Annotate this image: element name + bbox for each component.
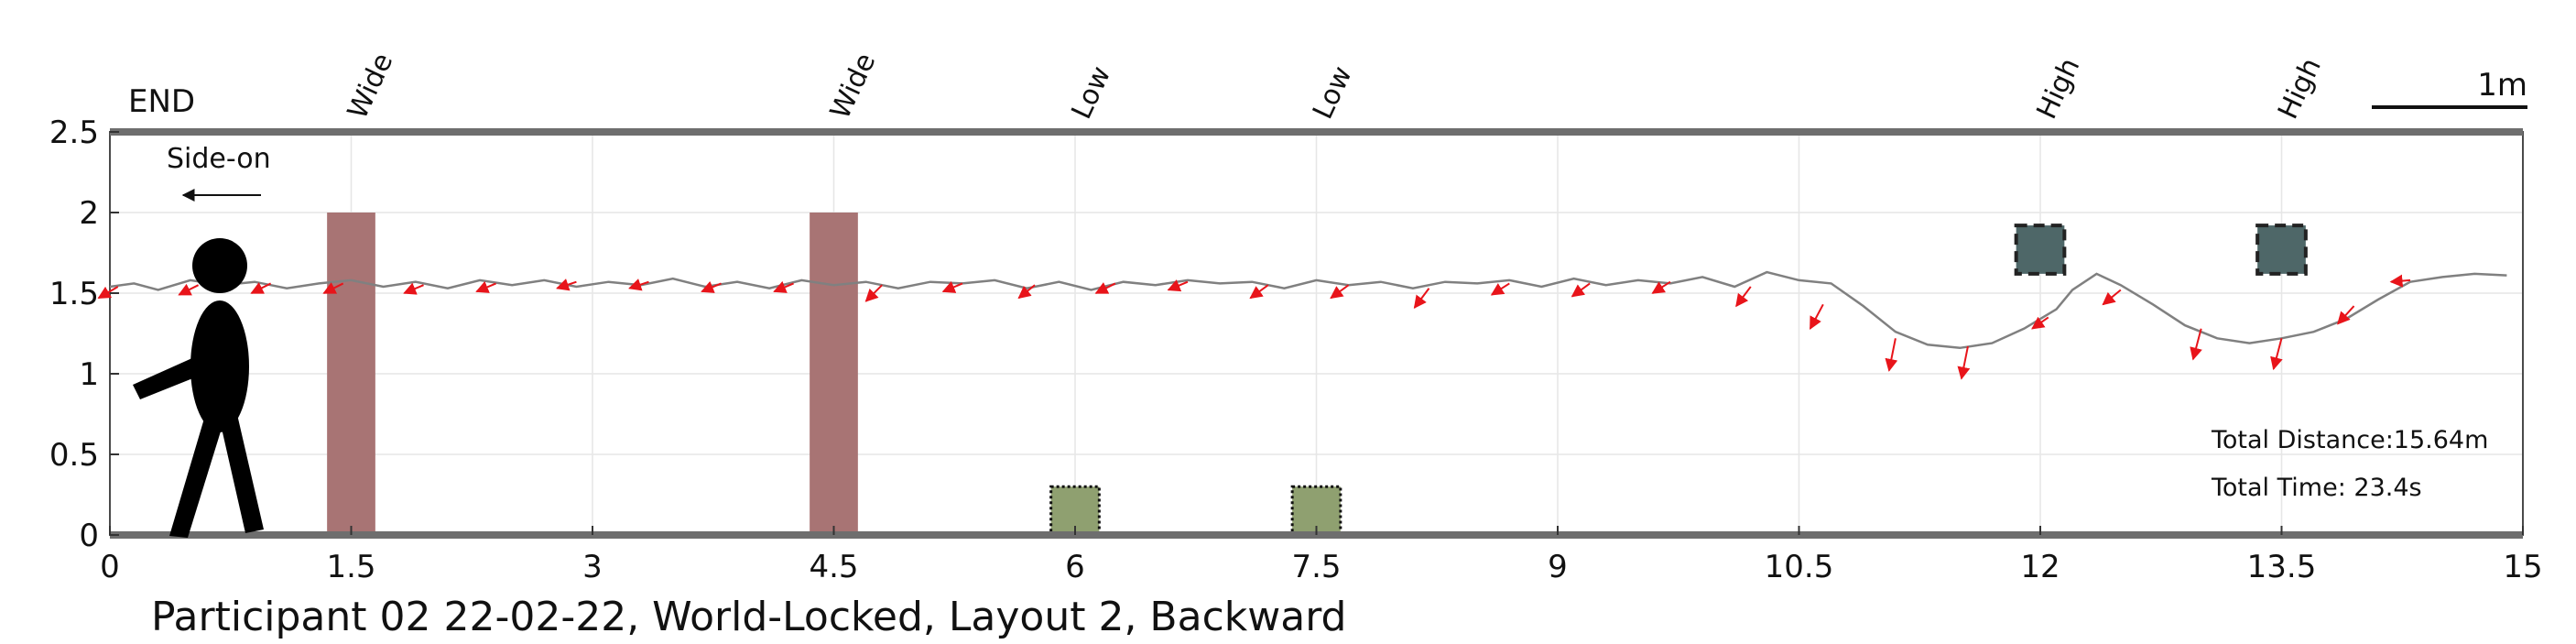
obstacle-wide — [327, 213, 375, 535]
y-tick-label: 1.5 — [49, 276, 99, 312]
x-tick-label: 12 — [2020, 549, 2060, 585]
chart-title: Participant 02 22-02-22, World-Locked, L… — [151, 594, 1346, 640]
direction-arrow — [864, 284, 883, 302]
obstacle-high — [2255, 224, 2308, 276]
x-tick-label: 0 — [100, 549, 120, 585]
direction-arrow — [1413, 288, 1430, 309]
trajectory-line — [109, 270, 2507, 350]
x-tick-label: 15 — [2503, 549, 2542, 585]
direction-arrow — [250, 282, 272, 294]
x-tick-label: 1.5 — [326, 549, 375, 585]
direction-arrow — [1330, 284, 1350, 300]
direction-arrow — [2389, 274, 2411, 288]
obstacle-label: High — [2272, 53, 2328, 124]
head-direction-arrows — [97, 274, 2411, 380]
y-tick-label: 1 — [79, 356, 99, 393]
obstacle-low — [1290, 485, 1342, 537]
direction-arrow — [1249, 284, 1269, 300]
scale-bar-label: 1m — [2477, 67, 2527, 104]
direction-arrow — [556, 278, 577, 291]
direction-arrow — [1167, 279, 1189, 292]
direction-arrow — [1885, 338, 1898, 372]
direction-arrow — [475, 280, 496, 293]
y-tick-label: 2 — [79, 195, 99, 232]
x-tick-label: 10.5 — [1765, 549, 1834, 585]
grid-lines — [109, 131, 2524, 536]
direction-arrow — [1017, 284, 1036, 300]
direction-arrow — [2337, 305, 2355, 325]
direction-arrow — [97, 286, 119, 300]
walker-figure-icon — [133, 238, 264, 538]
y-tick-label: 0.5 — [49, 437, 99, 474]
x-tick-label: 9 — [1548, 549, 1568, 585]
x-tick-label: 13.5 — [2247, 549, 2317, 585]
obstacles: Wide Wide Low Low High High — [327, 49, 2328, 537]
obstacle-wide — [810, 213, 858, 535]
direction-arrow — [1957, 345, 1971, 380]
direction-arrow — [941, 280, 963, 293]
direction-arrow — [773, 280, 794, 293]
direction-arrow — [403, 282, 424, 295]
direction-arrow — [1094, 282, 1116, 294]
direction-arrow — [2190, 328, 2202, 361]
obstacle-label: Wide — [824, 49, 882, 125]
total-time-text: Total Time: 23.4s — [2211, 474, 2422, 502]
end-label: END — [128, 83, 195, 120]
trajectory-series — [109, 270, 2507, 350]
direction-arrow — [2102, 289, 2122, 306]
y-tick-label: 2.5 — [49, 115, 99, 151]
x-tick-label: 7.5 — [1291, 549, 1341, 585]
direction-arrow — [322, 282, 344, 294]
direction-arrow — [701, 280, 722, 293]
x-tick-label: 6 — [1065, 549, 1085, 585]
x-tick-label: 4.5 — [809, 549, 858, 585]
obstacle-high — [2014, 224, 2067, 276]
direction-arrow — [178, 283, 200, 296]
x-tick-label: 3 — [582, 549, 603, 585]
obstacle-label: Wide — [342, 49, 399, 125]
obstacle-label: Low — [1307, 61, 1359, 124]
direction-arrow — [1571, 282, 1591, 298]
obstacle-label: Low — [1066, 61, 1118, 124]
direction-arrow — [2031, 316, 2049, 330]
direction-arrow — [1735, 286, 1752, 308]
direction-label: Side-on — [167, 143, 271, 175]
direction-arrow — [1490, 282, 1510, 296]
obstacle-label: High — [2031, 53, 2087, 124]
direction-arrow — [2270, 338, 2283, 371]
y-tick-label: 0 — [79, 518, 99, 554]
direction-arrow — [1651, 280, 1671, 294]
total-distance-text: Total Distance:15.64m — [2211, 426, 2488, 454]
direction-arrow — [1809, 303, 1824, 330]
direction-arrow — [628, 278, 649, 291]
axis-ticks: 0 1.5 3 4.5 6 7.5 9 10.5 12 13.5 15 0 0.5 1 1.5 2 2.5 — [49, 115, 2543, 585]
